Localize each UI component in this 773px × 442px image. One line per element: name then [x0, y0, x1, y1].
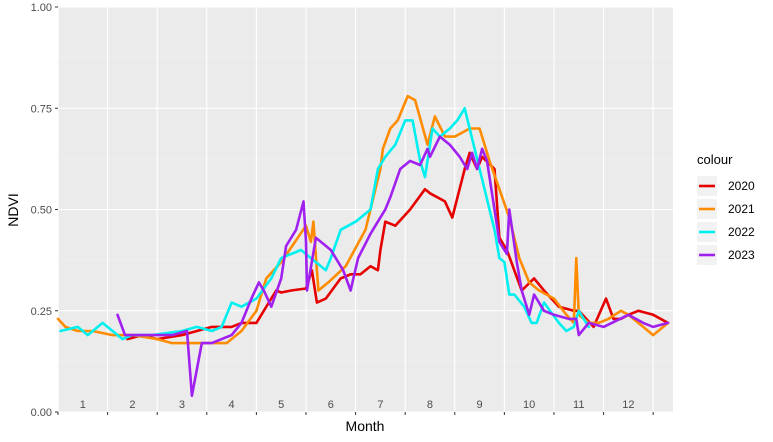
series-lines	[56, 94, 670, 398]
y-tick-label: 0.00	[31, 407, 52, 419]
month-label: 8	[427, 399, 433, 411]
y-tick-label: 0.50	[31, 205, 52, 217]
month-label: 5	[278, 399, 284, 411]
month-label: 7	[377, 399, 383, 411]
series-line-2023	[116, 135, 670, 398]
month-label: 11	[573, 399, 584, 411]
month-label: 6	[328, 399, 334, 411]
y-axis-title: NDVI	[5, 193, 21, 226]
x-axis-title: Month	[346, 418, 385, 434]
y-tick-label: 0.25	[31, 306, 52, 318]
legend-label-2021: 2021	[728, 202, 755, 216]
legend-label-2020: 2020	[728, 179, 755, 193]
y-tick-label: 0.75	[31, 103, 52, 115]
legend: colour 2020 2021 2022 2023	[697, 152, 755, 265]
month-label: 1	[80, 399, 86, 411]
axes: 0.000.250.500.751.001 2 3 4 5 6 7 8 9 10 11 12	[31, 2, 654, 419]
month-label: 4	[229, 399, 235, 411]
month-label: 10	[523, 399, 535, 411]
y-tick-label: 1.00	[31, 2, 52, 14]
month-label: 12	[622, 399, 634, 411]
legend-title: colour	[697, 152, 733, 167]
month-label: 9	[477, 399, 483, 411]
series-line-2022	[59, 107, 591, 341]
month-label: 3	[179, 399, 185, 411]
legend-label-2023: 2023	[728, 248, 755, 262]
legend-label-2022: 2022	[728, 225, 755, 239]
month-label: 2	[129, 399, 135, 411]
